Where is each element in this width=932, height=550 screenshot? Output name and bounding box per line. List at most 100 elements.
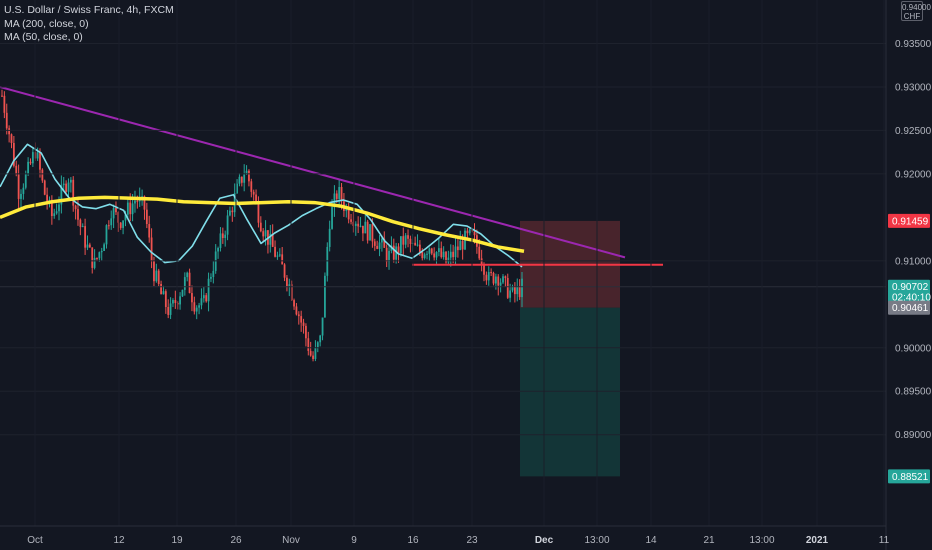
currency-box-top: 0.94000 [902,3,931,12]
candle-body [134,200,136,204]
candle-body [395,246,398,260]
candle-body [404,235,407,245]
candle-body [88,244,91,248]
candle-body [369,224,371,241]
candle-body [191,293,193,303]
candle-body [509,290,512,298]
candle-body [98,252,101,259]
candle-body [10,134,13,144]
x-tick-label: 13:00 [749,535,774,546]
y-tick-label: 0.91000 [895,256,932,267]
candle-body [238,176,241,184]
candle-body [179,296,181,305]
candle-body [150,237,153,261]
candle-body [397,246,400,254]
candle-body [483,264,485,275]
candle-body [478,246,481,259]
x-tick-label: 13:00 [584,535,609,546]
legend-ma200[interactable]: MA (200, close, 0) [4,17,89,30]
x-tick-label: 14 [645,535,657,546]
price-label-bg [888,300,930,315]
candle-body [300,316,303,323]
candle-body [490,272,493,274]
candle-body [378,242,381,249]
legend-ma50[interactable]: MA (50, close, 0) [4,31,83,43]
candle-body [316,342,319,348]
candle-body [200,298,203,306]
candle-body [17,174,20,199]
candle-body [50,199,53,217]
candle-body [148,224,151,238]
candle-body [388,250,390,262]
candle-body [15,165,18,175]
candle-body [145,209,148,225]
candle-body [160,284,162,295]
candle-body [29,161,32,164]
price-label: 0.88521 [892,472,929,483]
candle-body [115,208,117,213]
x-tick-label: 23 [466,535,478,546]
candle-body [122,220,124,228]
candle-body [352,221,355,226]
indicator-lines [0,143,525,268]
candle-body [364,221,367,234]
candle-body [157,270,160,285]
candle-body [307,338,310,351]
candle-body [321,317,324,336]
x-tick-label: 11 [879,535,890,546]
candle-body [487,272,490,281]
price-label: 0.91459 [892,216,929,227]
candle-body [276,255,279,257]
candle-body [129,202,132,215]
x-tick-label: 12 [113,535,125,546]
candle-body [22,187,25,194]
y-tick-label: 0.92000 [895,169,932,180]
candle-body [72,179,75,206]
candle-body [172,300,174,304]
candle-body [314,347,317,359]
candle-body [248,170,250,182]
candle-body [39,152,41,170]
candle-body [126,202,129,215]
candle-body [60,185,63,205]
candle-body [41,169,44,181]
candle-body [326,246,329,276]
price-label-bg [888,213,930,228]
candle-body [435,252,438,258]
candle-body [84,226,87,248]
candle-body [290,284,293,301]
candle-body [240,176,243,183]
candle-body [212,270,215,277]
candle-body [46,194,49,203]
candle-body [136,200,139,202]
y-tick-label: 0.92500 [895,126,932,137]
candle-body [193,302,196,312]
candle-body [110,218,113,226]
candle-body [245,170,248,175]
candle-body [506,278,509,298]
candle-body [226,215,229,235]
candle-body [112,208,115,219]
candle-body [459,240,462,251]
candle-body [335,193,338,199]
candle-body [376,245,379,249]
candle-body [12,143,15,166]
candle-body [502,276,504,283]
candle-body [504,276,507,279]
candle-body [103,244,106,251]
candle-body [340,187,343,202]
candle-body [499,282,502,286]
candle-body [497,276,500,286]
candle-body [210,276,212,279]
currency-box[interactable]: 0.94000 CHF [901,1,931,21]
candle-body [338,187,341,199]
candle-body [155,270,158,282]
candle-body [181,289,184,297]
candle-body [224,234,227,239]
candle-body [131,203,134,215]
candle-body [430,248,433,254]
x-tick-label: 21 [703,535,715,546]
candle-body [428,248,431,254]
legend-symbol[interactable]: U.S. Dollar / Swiss Franc, 4h, FXCM [4,4,174,16]
